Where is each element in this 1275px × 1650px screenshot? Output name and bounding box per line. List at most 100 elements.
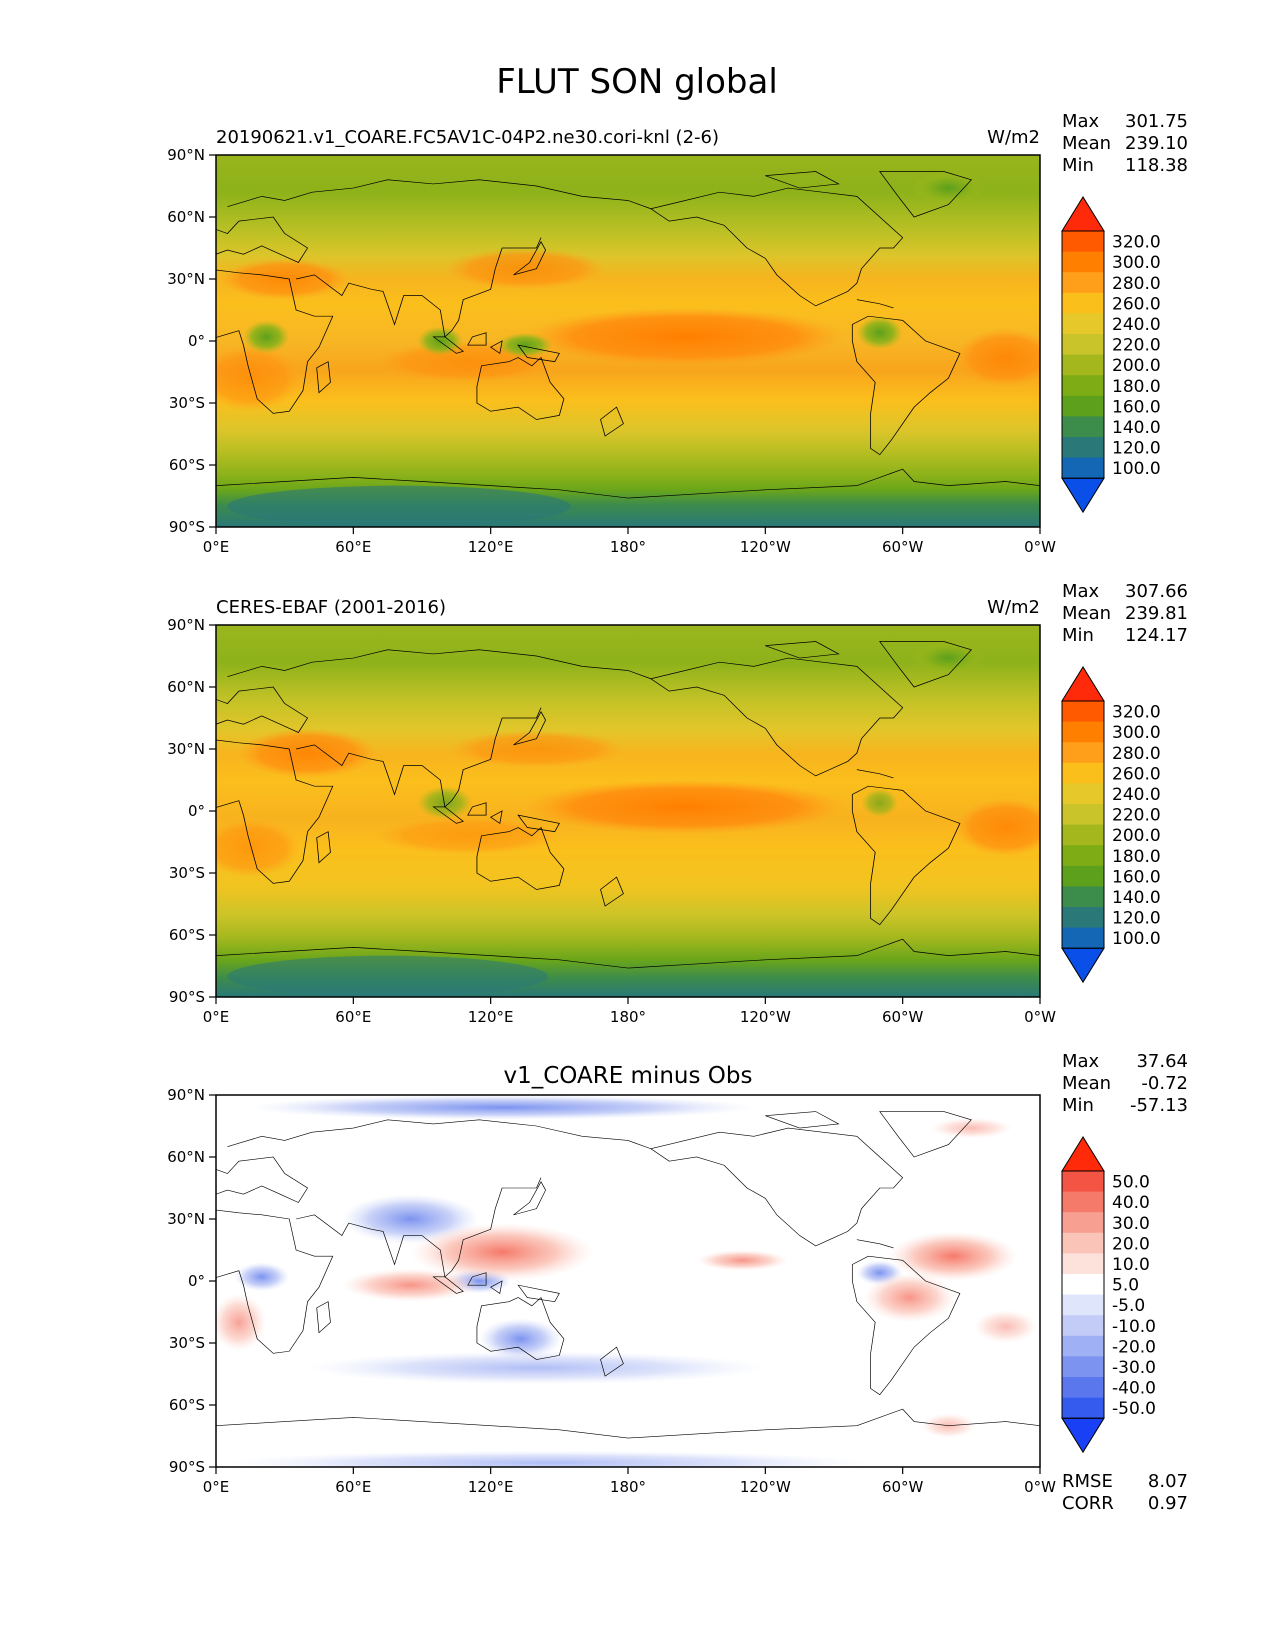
stat-value: 301.75 (1125, 111, 1188, 132)
colorbar-tick-label: 220.0 (1112, 336, 1161, 356)
colorbar-segment (1062, 272, 1104, 294)
colorbar-segment (1062, 865, 1104, 887)
colorbar-tick-label: 280.0 (1112, 274, 1161, 294)
colorbar-segment (1062, 251, 1104, 273)
stat-value: 118.38 (1125, 155, 1188, 176)
stat-value: -57.13 (1130, 1095, 1188, 1116)
colorbar: 320.0300.0280.0260.0240.0220.0200.0180.0… (1061, 666, 1161, 984)
colorbar-tick-label: -50.0 (1112, 1399, 1156, 1419)
lon-tick-label: 180° (610, 1478, 646, 1496)
lon-tick-label: 0°E (203, 1478, 230, 1496)
colorbar-segment (1062, 701, 1104, 723)
colorbar-segment (1062, 1171, 1104, 1193)
colorbar-segment (1062, 231, 1104, 253)
lat-tick-label: 30°S (169, 864, 205, 882)
lat-tick-label: 90°N (167, 616, 205, 634)
colorbar-tick-label: 300.0 (1112, 253, 1161, 273)
axis-ticks: 90°N 60°N 30°N 0° 30°S 60°S 90°S 0°E 60°E 120°E 18… (167, 146, 1056, 1496)
colorbar-segment (1062, 457, 1104, 479)
colorbar-segment (1062, 1212, 1104, 1234)
colorbar-tick-label: 140.0 (1112, 418, 1161, 438)
colorbar-tick-label: -20.0 (1112, 1337, 1156, 1357)
lon-tick-label: 120°E (468, 1008, 514, 1026)
colorbar-segment (1062, 395, 1104, 417)
stat-label: Min (1062, 625, 1094, 646)
panel-model: 20190621.v1_COARE.FC5AV1C-04P2.ne30.cori… (215, 127, 1041, 528)
lon-tick-label: 60°E (335, 1008, 371, 1026)
lon-tick-label: 120°W (740, 1008, 791, 1026)
units-label: W/m2 (987, 597, 1040, 618)
panel-title: 20190621.v1_COARE.FC5AV1C-04P2.ne30.cori… (216, 127, 719, 148)
lon-tick-label: 0°W (1024, 538, 1056, 556)
colorbar-frame (1061, 1170, 1105, 1419)
colorbar-tick-label: 20.0 (1112, 1234, 1150, 1254)
colorbar-extend-max (1061, 666, 1105, 702)
colorbar-segment (1062, 824, 1104, 846)
lat-tick-label: 60°S (169, 456, 205, 474)
colorbar-segment (1062, 437, 1104, 459)
lon-tick-label: 180° (610, 538, 646, 556)
page-title: FLUT SON global (496, 62, 778, 102)
map-field (216, 155, 1040, 527)
panel-title: CERES-EBAF (2001-2016) (216, 597, 446, 618)
colorbar-tick-label: 100.0 (1112, 459, 1161, 479)
colorbar-tick-label: 180.0 (1112, 847, 1161, 867)
stat-label: Max (1062, 1051, 1100, 1072)
colorbar-tick-label: 220.0 (1112, 806, 1161, 826)
stat-label: Min (1062, 1095, 1094, 1116)
colorbar-segment (1062, 804, 1104, 826)
lat-tick-label: 60°S (169, 926, 205, 944)
colorbar-frame (1061, 230, 1105, 479)
colorbar-segment (1062, 1294, 1104, 1316)
colorbar-tick-label: 240.0 (1112, 785, 1161, 805)
colorbar-extend-max (1061, 196, 1105, 232)
colorbar-tick-label: 200.0 (1112, 356, 1161, 376)
lon-tick-label: 120°E (468, 1478, 514, 1496)
colorbar: 50.040.030.020.010.05.0-5.0-10.0-20.0-30… (1061, 1136, 1156, 1454)
colorbar-frame (1061, 700, 1105, 949)
stat-label: Mean (1062, 1073, 1111, 1094)
lon-tick-label: 120°W (740, 1478, 791, 1496)
colorbar-tick-label: -30.0 (1112, 1358, 1156, 1378)
colorbar-extend-max (1061, 1136, 1105, 1172)
stat-label: Mean (1062, 133, 1111, 154)
colorbar-segment (1062, 845, 1104, 867)
colorbar-segment (1062, 783, 1104, 805)
colorbar-tick-label: 320.0 (1112, 233, 1161, 253)
colorbar-tick-label: 260.0 (1112, 764, 1161, 784)
colorbar-tick-label: -5.0 (1112, 1296, 1145, 1316)
colorbar-segment (1062, 907, 1104, 929)
colorbar-segment (1062, 762, 1104, 784)
colorbar-segment (1062, 1335, 1104, 1357)
panel-title: v1_COARE minus Obs (504, 1063, 753, 1089)
panel-obs: CERES-EBAF (2001-2016) W/m2 (215, 597, 1041, 998)
colorbar-tick-label: 120.0 (1112, 439, 1161, 459)
colorbar-tick-label: 200.0 (1112, 826, 1161, 846)
colorbar-segment (1062, 742, 1104, 764)
colorbar-segment (1062, 416, 1104, 438)
colorbar-tick-label: 100.0 (1112, 929, 1161, 949)
stat-value: 239.81 (1125, 603, 1188, 624)
footer-stat-label: CORR (1062, 1493, 1114, 1514)
stat-label: Min (1062, 155, 1094, 176)
colorbar-tick-label: 320.0 (1112, 703, 1161, 723)
colorbar-segment (1062, 721, 1104, 743)
lon-tick-label: 0°E (203, 538, 230, 556)
colorbar-tick-label: 10.0 (1112, 1255, 1150, 1275)
colorbar-tick-label: -40.0 (1112, 1379, 1156, 1399)
lat-tick-label: 30°S (169, 394, 205, 412)
colorbar-segment (1062, 1315, 1104, 1337)
footer-stat-value: 0.97 (1148, 1493, 1188, 1514)
lon-tick-label: 0°W (1024, 1008, 1056, 1026)
colorbar-tick-label: 240.0 (1112, 315, 1161, 335)
colorbar-segment (1062, 1377, 1104, 1399)
panel-diff: v1_COARE minus Obs (215, 1063, 1041, 1468)
colorbar-segment (1062, 334, 1104, 356)
lat-tick-label: 90°N (167, 1086, 205, 1104)
colorbar-tick-label: 50.0 (1112, 1173, 1150, 1193)
lat-tick-label: 60°N (167, 208, 205, 226)
stat-value: 37.64 (1136, 1051, 1188, 1072)
map-field (216, 625, 1040, 997)
